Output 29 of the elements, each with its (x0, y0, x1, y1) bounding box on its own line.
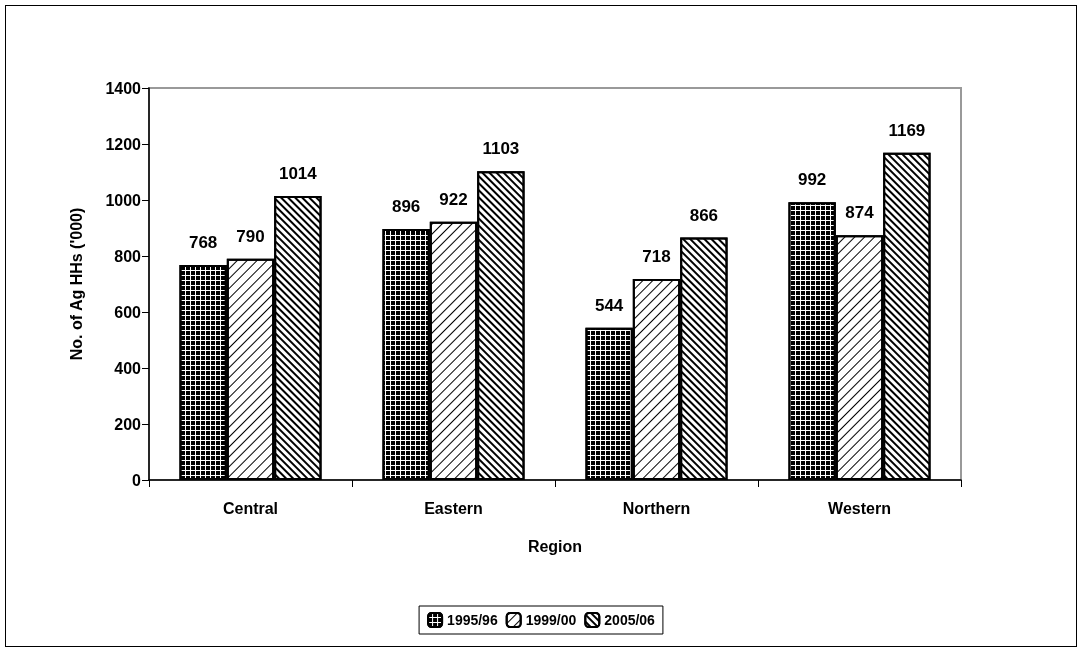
legend-label: 2005/06 (604, 612, 656, 628)
y-tick-label: 600 (114, 303, 142, 321)
data-label: 1014 (278, 164, 318, 184)
x-tick-label: Eastern (424, 499, 483, 517)
data-label: 866 (689, 205, 719, 225)
data-label: 874 (845, 203, 875, 223)
data-label: 768 (188, 232, 218, 252)
y-tick-label: 0 (132, 471, 142, 489)
legend-label: 1999/00 (525, 612, 577, 628)
data-label: 718 (642, 246, 671, 266)
x-axis-title: Region (527, 537, 583, 555)
y-tick-label: 1000 (105, 191, 142, 209)
data-label: 544 (594, 295, 624, 315)
x-tick-label: Western (828, 499, 891, 517)
data-label: 1103 (482, 139, 520, 159)
y-tick-label: 800 (114, 247, 142, 265)
x-tick-label: Central (222, 499, 279, 517)
y-tick-label: 1400 (105, 79, 142, 97)
y-tick-label: 200 (114, 415, 142, 433)
data-label: 922 (439, 189, 468, 209)
legend-label: 1995/96 (447, 612, 498, 628)
data-label: 790 (236, 226, 265, 246)
data-label: 992 (797, 170, 827, 190)
data-label: 896 (391, 197, 421, 217)
y-tick-label: 400 (114, 359, 142, 377)
y-axis-title: No. of Ag HHs ('000) (67, 207, 85, 361)
y-tick-label: 1200 (105, 135, 142, 153)
data-label: 1169 (888, 120, 926, 140)
x-tick-label: Northern (622, 499, 691, 517)
